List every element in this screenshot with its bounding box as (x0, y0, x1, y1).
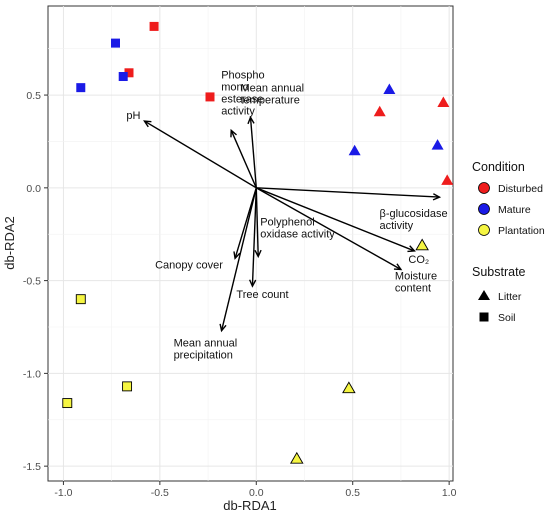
disturbed-soil-point (149, 21, 159, 31)
vector-ph-line (144, 120, 257, 189)
vector-tree-count-line (251, 187, 257, 287)
vector-label: Phospho mono esterase activity (221, 69, 264, 117)
plantation-litter-point (415, 238, 429, 251)
plantation-soil-point (62, 398, 73, 409)
legend-key-mature (478, 203, 490, 215)
legend-key-litter (478, 290, 490, 300)
legend-label-plantation: Plantation (498, 225, 545, 237)
disturbed-litter-point (437, 96, 450, 107)
y-tick-label: -1.5 (23, 461, 41, 473)
legend-key-disturbed (478, 182, 490, 194)
vector-mean-annual-precipitation-line (220, 187, 257, 331)
vector-arrowhead (143, 120, 152, 128)
x-tick-label: 0.0 (249, 487, 264, 499)
disturbed-soil-point (205, 92, 215, 102)
disturbed-litter-point (441, 174, 454, 185)
y-tick-label: -1.0 (23, 368, 41, 380)
x-tick-label: 1.0 (442, 487, 457, 499)
x-tick-label: 0.5 (345, 487, 360, 499)
vector-moisture-content-line (255, 187, 402, 271)
x-axis-title: db-RDA1 (223, 498, 276, 513)
legend-key-soil (479, 312, 489, 322)
vector-label: Mean annual temperature (241, 82, 305, 106)
vector-arrowhead (254, 249, 262, 259)
x-tick-label: -0.5 (151, 487, 169, 499)
vector-glucosidase-activity-line (256, 187, 440, 198)
plantation-litter-point (290, 451, 304, 464)
x-tick-label: -1.0 (54, 487, 72, 499)
legend-label-mature: Mature (498, 204, 531, 216)
legend-label-disturbed: Disturbed (498, 183, 543, 195)
vector-label: pH (126, 110, 140, 122)
plot-panel (47, 5, 454, 482)
mature-soil-point (76, 83, 86, 93)
y-tick-label: 0.5 (26, 90, 41, 102)
vector-co-line (256, 187, 415, 252)
legend-substrate-title: Substrate (472, 265, 526, 279)
vector-arrowhead (432, 193, 442, 201)
vector-arrowhead (407, 245, 416, 253)
vector-arrowhead (219, 323, 227, 333)
y-axis-title: db-RDA2 (2, 216, 17, 269)
vector-arrowhead (247, 115, 255, 125)
y-tick-label: 0.0 (26, 183, 41, 195)
y-tick-label: -0.5 (23, 276, 41, 288)
mature-litter-point (383, 83, 396, 94)
plantation-soil-point (75, 294, 86, 305)
legend: Condition Disturbed Mature Plantation Su… (472, 160, 545, 324)
mature-litter-point (348, 144, 361, 156)
vector-label: Moisture content (395, 270, 437, 294)
axis-ticks: -1.0 -0.5 0.0 0.5 1.0 -1.5 -1.0 -0.5 0.0 0.5 (23, 90, 457, 499)
mature-litter-point (431, 139, 444, 150)
legend-key-plantation (478, 224, 490, 236)
legend-condition-title: Condition (472, 160, 525, 174)
vector-arrowhead (393, 263, 403, 271)
disturbed-litter-point (373, 105, 386, 117)
mature-soil-point (111, 38, 120, 48)
vector-polyphenol-oxidase-activity-line (255, 187, 259, 257)
vector-label: Mean annual precipitation (174, 338, 238, 362)
vector-label: Tree count (236, 289, 288, 301)
plantation-litter-point (342, 381, 356, 394)
vector-phospho-mono-esterase-activity-line (230, 130, 257, 189)
legend-label-litter: Litter (498, 291, 522, 303)
plantation-soil-point (122, 381, 133, 392)
mature-soil-point (118, 72, 128, 82)
vector-arrowhead (248, 279, 257, 288)
vector-arrowhead (233, 251, 241, 260)
vector-mean-annual-temperature-line (249, 117, 257, 188)
sample-points (62, 21, 454, 464)
vector-label: Polyphenol oxidase activity (260, 216, 335, 240)
legend-label-soil: Soil (498, 312, 516, 324)
vector-label: CO₂ (408, 254, 429, 266)
vector-label: β-glucosidase activity (380, 208, 448, 232)
vector-arrowhead (230, 128, 237, 138)
disturbed-soil-point (124, 68, 134, 78)
vector-label: Canopy cover (155, 259, 223, 271)
